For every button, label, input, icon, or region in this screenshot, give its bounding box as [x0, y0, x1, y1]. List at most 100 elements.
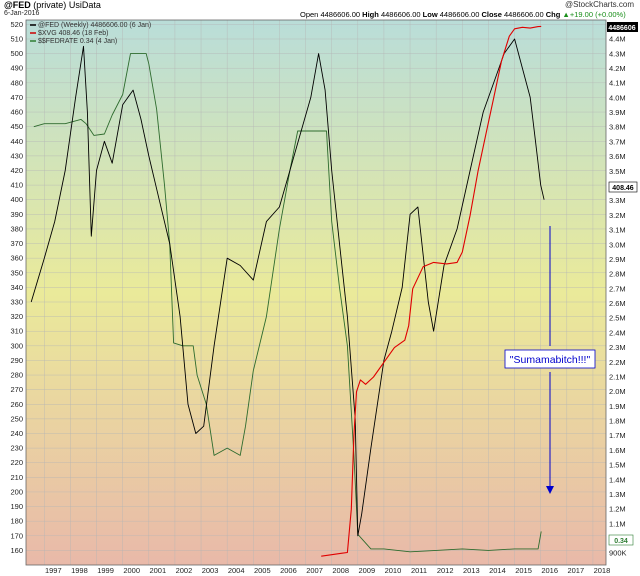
left-tick-label: 230: [10, 444, 23, 453]
right-tick-label: 3.3M: [609, 196, 626, 205]
left-tick-label: 410: [10, 181, 23, 190]
left-tick-label: 500: [10, 49, 23, 58]
right-tick-label: 2.6M: [609, 299, 626, 308]
x-tick-label: 2013: [463, 566, 480, 575]
left-tick-label: 470: [10, 93, 23, 102]
right-tick-label: 3.8M: [609, 123, 626, 132]
symbol: @FED: [4, 0, 31, 10]
chart-title: @FED (private) UsiData: [4, 0, 101, 10]
right-tick-label: 4.2M: [609, 64, 626, 73]
open-value: 4486606.00: [320, 10, 361, 19]
right-tick-label: 900K: [609, 549, 627, 558]
left-tick-label: 250: [10, 414, 23, 423]
right-tick-label: 4.4M: [609, 35, 626, 44]
right-tick-label: 1.7M: [609, 431, 626, 440]
left-tick-label: 180: [10, 517, 23, 526]
left-tick-label: 480: [10, 78, 23, 87]
x-tick-label: 2017: [567, 566, 584, 575]
plot-background: [26, 20, 606, 565]
badge-fedrate-text: 0.34: [614, 538, 628, 545]
left-tick-label: 370: [10, 239, 23, 248]
chg-value: ▲+19.00 (+0.00%): [562, 10, 625, 19]
chg-label: Chg: [545, 10, 561, 19]
annotation: "Sumamabitch!!!": [504, 226, 596, 494]
badge-xvg-text: 408.46: [612, 185, 634, 192]
x-tick-label: 2008: [332, 566, 349, 575]
x-tick-label: 1999: [97, 566, 114, 575]
x-tick-label: 2005: [254, 566, 271, 575]
chart-header: @FED (private) UsiData 6-Jan-2016 @Stock…: [0, 0, 640, 20]
left-tick-label: 190: [10, 502, 23, 511]
series-xvg-line: [30, 38, 545, 537]
x-tick-label: 2011: [411, 566, 427, 575]
left-tick-label: 520: [10, 20, 23, 29]
badge-fedrate: [608, 534, 634, 546]
right-tick-label: 3.9M: [609, 108, 626, 117]
close-label: Close: [481, 10, 502, 19]
plot-border: [25, 19, 607, 566]
series-fedrate-line: [33, 53, 542, 553]
left-tick-label: 380: [10, 224, 23, 233]
x-tick-label: 1997: [45, 566, 62, 575]
right-tick-label: 2.0M: [609, 387, 626, 396]
left-tick-label: 330: [10, 297, 23, 306]
open-label: Open: [300, 10, 319, 19]
right-tick-label: 2.1M: [609, 372, 626, 381]
legend-fedrate: $$FEDRATE 0.34 (4 Jan): [38, 38, 117, 45]
left-tick-label: 440: [10, 137, 23, 146]
left-tick-label: 340: [10, 283, 23, 292]
x-axis: 1997 1998 1999 2000 2001 2002 2003 2004 2005 2006…: [45, 566, 610, 575]
x-tick-label: 2003: [202, 566, 219, 575]
close-value: 4486606.00: [504, 10, 544, 19]
data-source: UsiData: [68, 0, 101, 10]
left-tick-label: 240: [10, 429, 23, 438]
x-tick-label: 2006: [280, 566, 297, 575]
low-label: Low: [422, 10, 438, 19]
x-tick-label: 2012: [437, 566, 454, 575]
right-axis: 900K1.0M1.1M1.2M1.3M1.4M1.5M1.6M1.7M1.8M…: [609, 35, 627, 558]
annotation-box: [504, 349, 596, 369]
left-tick-label: 210: [10, 473, 23, 482]
left-tick-label: 300: [10, 341, 23, 350]
right-tick-label: 3.0M: [609, 240, 626, 249]
legend-fed: @FED (Weekly) 4486606.00 (6 Jan): [38, 22, 151, 29]
right-tick-label: 3.6M: [609, 152, 626, 161]
left-axis: 160 170 180 190 200 210 220 230 240 250 260 270 280 2…: [10, 20, 23, 555]
left-tick-label: 420: [10, 166, 23, 175]
left-tick-label: 170: [10, 531, 23, 540]
x-tick-label: 2001: [149, 566, 166, 575]
right-tick-label: 2.9M: [609, 255, 626, 264]
brand-label: @StockCharts.com: [564, 0, 634, 9]
x-tick-label: 2016: [541, 566, 558, 575]
badge-fed-text: 4486606: [608, 25, 635, 32]
x-tick-label: 2018: [594, 566, 611, 575]
high-label: High: [362, 10, 379, 19]
x-tick-label: 2014: [489, 566, 506, 575]
left-tick-label: 460: [10, 108, 23, 117]
value-badges: 4486606 408.46 0.34: [607, 22, 638, 546]
right-tick-label: 1.9M: [609, 402, 626, 411]
ohlc-readout: Open 4486606.00 High 4486606.00 Low 4486…: [300, 10, 626, 19]
badge-fed: [607, 22, 638, 32]
right-tick-label: 1.4M: [609, 475, 626, 484]
left-tick-label: 450: [10, 122, 23, 131]
x-tick-label: 2010: [385, 566, 402, 575]
right-tick-label: 1.5M: [609, 461, 626, 470]
low-value: 4486606.00: [439, 10, 480, 19]
annotation-text: "Sumamabitch!!!": [510, 354, 591, 366]
left-tick-label: 280: [10, 371, 23, 380]
right-tick-label: 2.8M: [609, 270, 626, 279]
left-tick-label: 290: [10, 356, 23, 365]
right-tick-label: 4.3M: [609, 49, 626, 58]
left-tick-label: 320: [10, 312, 23, 321]
high-value: 4486606.00: [380, 10, 421, 19]
left-tick-label: 490: [10, 64, 23, 73]
left-tick-label: 160: [10, 546, 23, 555]
x-tick-label: 2000: [123, 566, 140, 575]
right-tick-label: 1.1M: [609, 519, 626, 528]
left-tick-label: 390: [10, 210, 23, 219]
right-tick-label: 1.3M: [609, 490, 626, 499]
right-tick-label: 2.2M: [609, 358, 626, 367]
right-tick-label: 3.2M: [609, 211, 626, 220]
